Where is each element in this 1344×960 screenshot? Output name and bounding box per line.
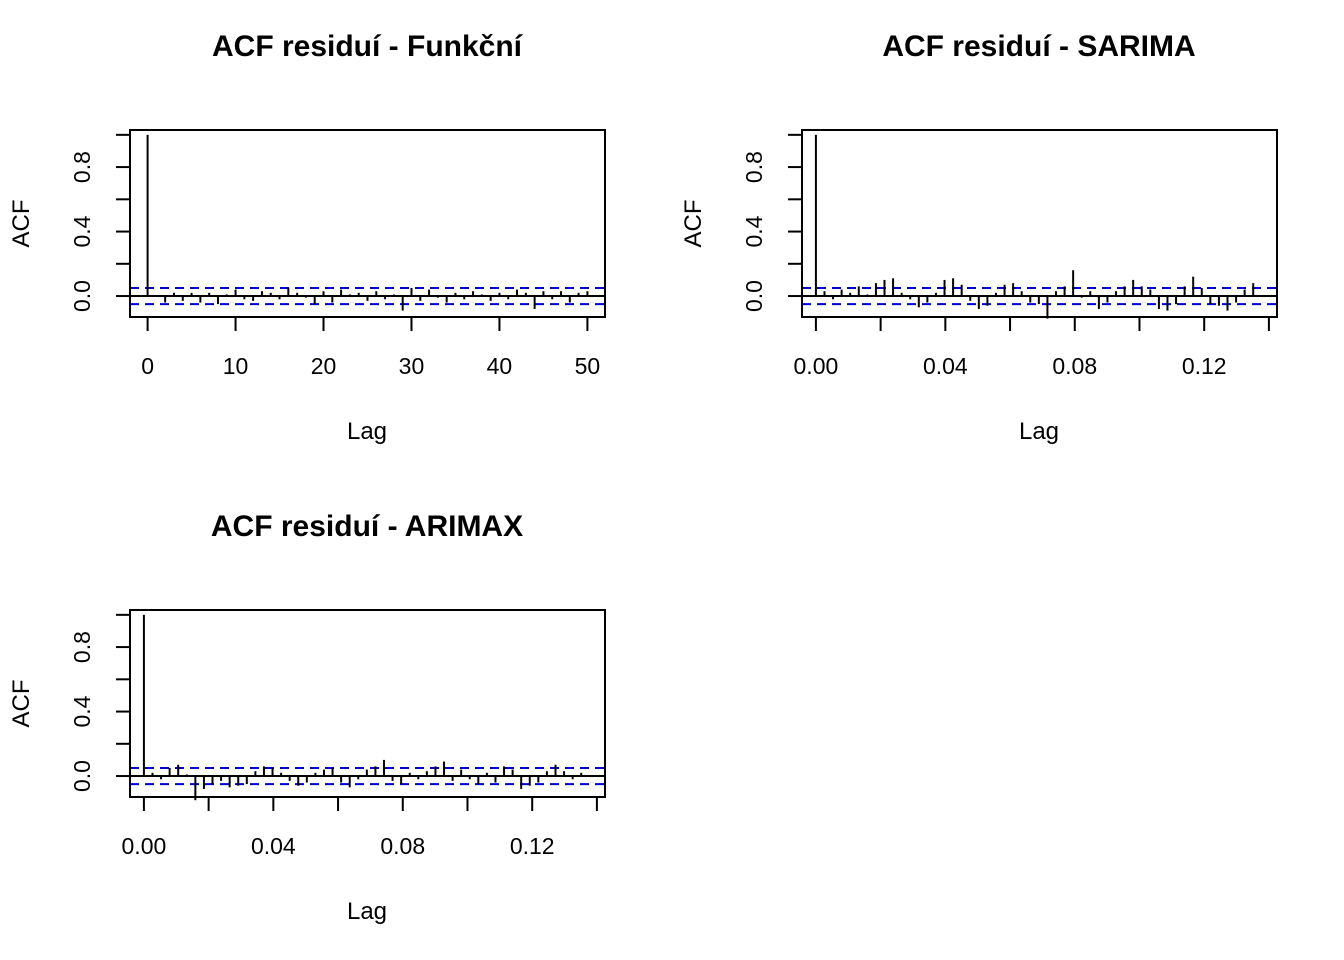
plot-frame xyxy=(129,609,606,798)
y-tick-label: 0.0 xyxy=(69,280,95,312)
chart-title: ACF residuí - Funkční xyxy=(212,30,524,63)
x-tick-label: 0.12 xyxy=(1182,353,1227,379)
chart-title: ACF residuí - SARIMA xyxy=(882,30,1195,63)
x-tick-label: 20 xyxy=(311,353,337,379)
y-axis-label: ACF xyxy=(680,200,707,248)
x-tick-label: 0.00 xyxy=(122,833,167,859)
acf-panel-3: ACF residuí - ARIMAX 0.0 0.4 0.8 0.00 0.04 0.0… xyxy=(8,510,606,925)
y-tick-label: 0.8 xyxy=(69,151,95,183)
x-tick-label: 0.00 xyxy=(794,353,839,379)
x-tick-label: 40 xyxy=(487,353,513,379)
plot-frame xyxy=(801,129,1278,318)
x-tick-label: 30 xyxy=(399,353,425,379)
x-tick-label: 10 xyxy=(223,353,249,379)
y-tick-label: 0.4 xyxy=(69,695,95,727)
acf-panel-1: ACF residuí - Funkční 0.0 0.4 0.8 0 10 20 30 40 5… xyxy=(8,30,606,445)
y-tick-label: 0.0 xyxy=(69,760,95,792)
x-tick-label: 0.12 xyxy=(510,833,555,859)
y-axis-label: ACF xyxy=(8,200,35,248)
y-tick-label: 0.4 xyxy=(69,215,95,247)
x-tick-label: 0.08 xyxy=(1052,353,1097,379)
y-axis-label: ACF xyxy=(8,680,35,728)
acf-panel-2: ACF residuí - SARIMA 0.0 0.4 0.8 0.00 0.04 0.0… xyxy=(680,30,1278,445)
chart-title: ACF residuí - ARIMAX xyxy=(211,510,523,543)
x-tick-label: 0 xyxy=(141,353,154,379)
y-tick-label: 0.8 xyxy=(741,151,767,183)
x-axis-label: Lag xyxy=(1019,418,1059,445)
x-tick-label: 0.04 xyxy=(923,353,968,379)
y-tick-label: 0.0 xyxy=(741,280,767,312)
y-tick-label: 0.8 xyxy=(69,631,95,663)
x-tick-label: 50 xyxy=(575,353,601,379)
x-tick-label: 0.04 xyxy=(251,833,296,859)
x-tick-label: 0.08 xyxy=(380,833,425,859)
x-axis-label: Lag xyxy=(347,898,387,925)
x-axis-label: Lag xyxy=(347,418,387,445)
plot-frame xyxy=(129,129,606,318)
y-tick-label: 0.4 xyxy=(741,215,767,247)
